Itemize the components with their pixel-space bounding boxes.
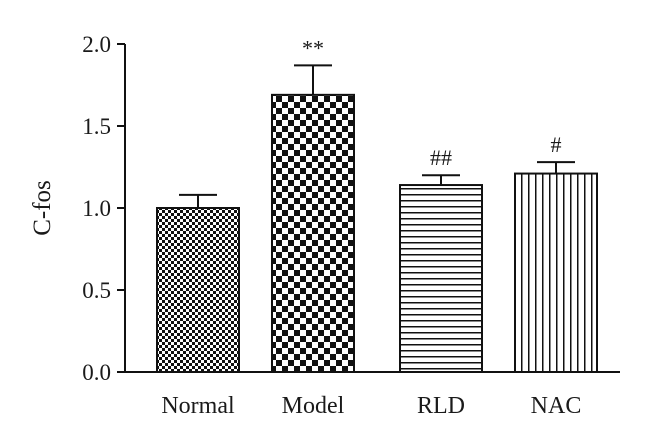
bar-nac	[514, 172, 598, 373]
y-tick-label: 1.5	[82, 114, 111, 139]
bar-group-normal: Normal	[156, 193, 240, 419]
y-axis-title: C-fos	[29, 180, 56, 236]
y-axis: 0.0 0.5 1.0 1.5 2.0	[82, 32, 126, 385]
significance-label: #	[551, 132, 562, 157]
x-tick-label: NAC	[531, 393, 582, 419]
x-tick-label: Model	[282, 393, 345, 419]
bar-rld	[399, 184, 483, 373]
bar-group-rld: ## RLD	[399, 145, 483, 419]
x-tick-label: Normal	[161, 393, 235, 419]
y-tick-label: 0.0	[82, 360, 111, 385]
y-tick-label: 1.0	[82, 196, 111, 221]
bar-group-nac: # NAC	[514, 132, 598, 419]
x-tick-label: RLD	[417, 393, 465, 419]
bar-model	[271, 93, 355, 373]
bar-normal	[156, 207, 240, 373]
bar-group-model: ** Model	[271, 35, 355, 419]
significance-label: ##	[430, 145, 452, 170]
significance-label: **	[302, 35, 324, 60]
bars: Normal ** Model ## RLD # NAC	[156, 35, 598, 419]
y-tick-label: 0.5	[82, 278, 111, 303]
y-tick-label: 2.0	[82, 32, 111, 57]
